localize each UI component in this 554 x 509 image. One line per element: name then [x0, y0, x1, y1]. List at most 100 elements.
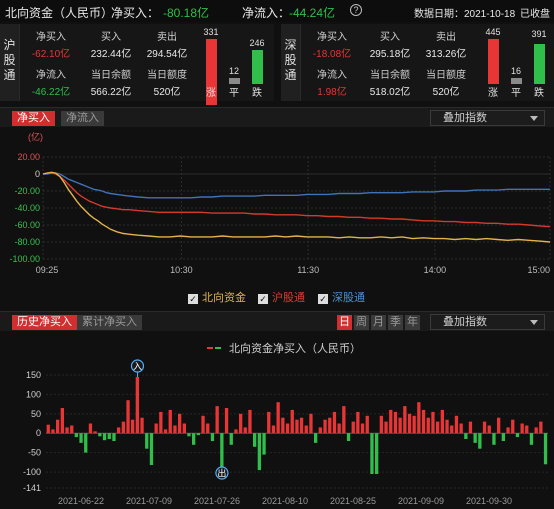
bar [370, 433, 374, 474]
bar [215, 406, 219, 434]
bar [417, 402, 421, 434]
bar [299, 417, 304, 434]
tab-net-buy[interactable]: 净买入 [12, 111, 55, 126]
period-month-button[interactable]: 月 [371, 315, 386, 330]
bar [253, 433, 257, 447]
checkbox-icon[interactable]: ✓ [258, 294, 268, 304]
period-quarter-button[interactable]: 季 [388, 315, 403, 330]
sh-down-bar [252, 50, 263, 84]
bar [497, 417, 501, 434]
chevron-down-icon [530, 320, 538, 325]
sh-sell-label: 卖出 [157, 32, 177, 43]
bar [529, 433, 534, 445]
bar [168, 409, 172, 434]
bar [365, 415, 369, 434]
sh-up-count: 331 [203, 27, 219, 37]
intraday-overlay-select[interactable]: 叠加指数 [430, 110, 545, 126]
sh-balance: 当日余额 566.22亿 [88, 66, 134, 98]
bar [412, 415, 416, 434]
sz-flat-count: 16 [510, 66, 521, 76]
sz-net-buy-value: -18.08亿 [312, 49, 352, 60]
sh-buy: 买入 232.44亿 [88, 28, 134, 60]
bar [107, 433, 111, 439]
bar [65, 427, 69, 434]
bar [473, 433, 477, 443]
bar [234, 429, 238, 434]
bar [102, 433, 107, 441]
bar [163, 429, 168, 434]
x-tick-label: 2021-08-25 [330, 496, 376, 506]
intraday-line-chart: (亿) 20.00 0 -20.00 -40.00 -60.00 -80.00 -100.00… [9, 131, 551, 275]
bar [314, 433, 318, 443]
y-tick-label: -141 [23, 483, 41, 493]
net-inflow-label: 净流入： [242, 6, 291, 20]
period-year-button[interactable]: 年 [405, 315, 420, 330]
bar [145, 433, 149, 449]
y-tick-label: -100.00 [9, 254, 40, 264]
sz-up-bar [488, 39, 499, 84]
legend-sh[interactable]: ✓ 沪股通 [258, 289, 305, 305]
history-overlay-select-label: 叠加指数 [443, 316, 487, 328]
period-week-button[interactable]: 周 [354, 315, 369, 330]
legend-north[interactable]: ✓ 北向资金 [188, 289, 246, 305]
bar [539, 421, 543, 434]
bar [271, 425, 276, 434]
tab-net-inflow[interactable]: 净流入 [61, 111, 104, 126]
bar [210, 433, 215, 441]
bar [173, 425, 177, 434]
bar [389, 409, 393, 434]
bar [229, 433, 233, 445]
help-icon[interactable]: ? [350, 4, 362, 16]
y-tick-label: -100 [23, 467, 41, 477]
sh-down-label: 跌 [252, 88, 262, 99]
sz-connect-side-label: 深股通 [281, 24, 301, 101]
y-tick-label: 0 [35, 169, 40, 179]
bar [520, 423, 524, 434]
legend-sz[interactable]: ✓ 深股通 [318, 289, 365, 305]
bar [492, 433, 496, 445]
header-bar: 北向资金（人民币） 净买入： -80.18亿 净流入： -44.24亿 ? 数据… [0, 0, 554, 22]
series-line-north [42, 171, 551, 243]
bar [426, 417, 430, 434]
period-day-button[interactable]: 日 [337, 315, 352, 330]
sh-quota: 当日额度 520亿 [142, 66, 192, 98]
bar [375, 433, 379, 474]
bar [117, 427, 121, 434]
history-tabbar: 历史净买入 累计净买入 日 周 月 季 年 叠加指数 [0, 311, 554, 331]
bar [356, 411, 360, 434]
net-buy-label: 净买入： [111, 6, 160, 20]
bar [290, 409, 294, 434]
bar [192, 433, 196, 445]
sh-down-count: 246 [249, 38, 265, 48]
checkbox-icon[interactable]: ✓ [318, 294, 328, 304]
marker-in-label: 入 [133, 362, 142, 372]
data-date: 数据日期：2021-10-18 [414, 9, 516, 20]
sh-up-bar [206, 39, 217, 105]
tab-history-net-buy[interactable]: 历史净买入 [12, 315, 77, 330]
bar [267, 411, 271, 434]
x-tick-label: 2021-07-09 [126, 496, 172, 506]
sz-flat-bar [511, 78, 522, 84]
sz-buy-value: 295.18亿 [369, 49, 411, 60]
bar [487, 425, 491, 434]
history-legend: 北向资金净买入（人民币） [207, 340, 361, 356]
bar [281, 417, 285, 434]
bar [84, 433, 88, 453]
bar [295, 419, 299, 434]
sh-buy-value: 232.44亿 [90, 49, 132, 60]
bar [239, 413, 243, 434]
sz-quota: 当日额度 520亿 [421, 66, 471, 98]
checkbox-icon[interactable]: ✓ [188, 294, 198, 304]
bar [154, 423, 158, 434]
bar [421, 409, 426, 434]
bar [525, 425, 529, 434]
legend-north-label: 北向资金 [202, 292, 246, 304]
history-overlay-select[interactable]: 叠加指数 [430, 314, 545, 330]
bar [220, 433, 224, 474]
sh-net-inflow-value: -46.22亿 [31, 87, 71, 98]
sz-balance-label: 当日余额 [370, 70, 410, 81]
sz-balance: 当日余额 518.02亿 [367, 66, 413, 98]
x-tick-label: 2021-09-09 [398, 496, 444, 506]
series-line-sz [43, 172, 550, 199]
tab-cumulative-net-buy[interactable]: 累计净买入 [77, 315, 142, 330]
